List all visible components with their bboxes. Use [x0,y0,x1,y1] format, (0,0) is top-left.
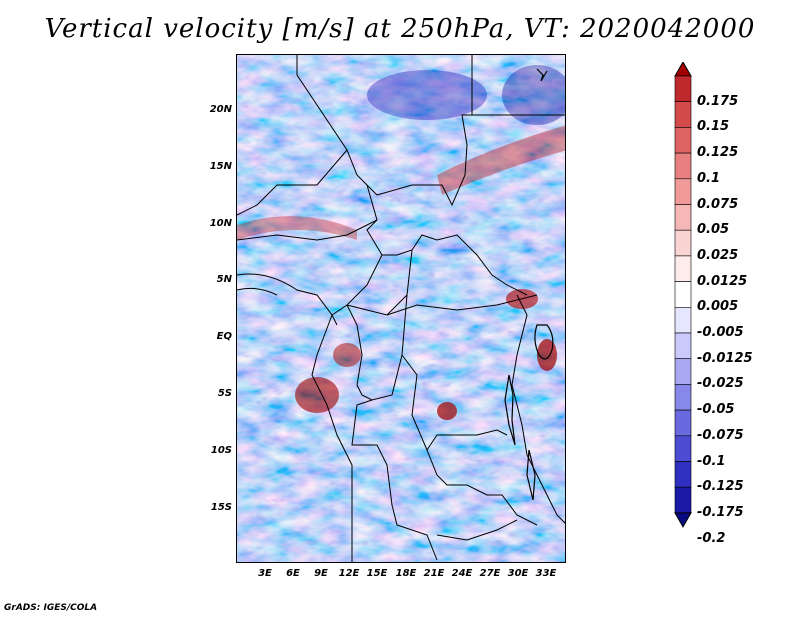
lake-malawi [526,449,536,501]
colorbar-segment [674,307,692,334]
longitude-label: 6E [286,568,300,579]
longitude-label: 15E [366,568,388,579]
colorbar-segment [674,204,692,231]
colorbar-bottom-arrow [674,512,692,528]
longitude-label: 3E [258,568,272,579]
longitude-label: 33E [535,568,557,579]
colorbar-top-arrow [674,62,692,77]
latitude-label: 20N [209,104,232,115]
colorbar-segment [674,75,692,103]
colorbar-label: 0.125 [697,145,739,161]
colorbar-segment [674,255,692,282]
colorbar-segment [674,461,692,488]
colorbar-segment [674,384,692,411]
longitude-label: 27E [479,568,501,579]
colorbar-segment [674,101,692,128]
latitude-label: 10N [209,218,232,229]
latitude-label: 15N [209,161,232,172]
colorbar-label: -0.1 [697,453,726,469]
ascent-cell [295,377,339,413]
colorbar-label: -0.05 [697,402,735,418]
velocity-texture [237,55,565,562]
latitude-label: 10S [210,445,232,456]
colorbar-segment [674,332,692,360]
colorbar-label: 0.175 [697,93,739,109]
colorbar-label: 0.15 [697,119,730,135]
ascent-band [237,216,357,240]
colorbar [674,62,692,528]
longitude-label: 21E [423,568,445,579]
longitude-label: 9E [314,568,328,579]
colorbar-label: -0.005 [697,325,744,340]
colorbar-segment [674,486,692,514]
latitude-label: 5N [216,274,232,285]
colorbar-label: -0.0125 [697,350,753,366]
ascent-cell [333,343,361,367]
lake-shore [536,68,548,82]
longitude-label: 30E [507,568,529,579]
country-borders [237,55,565,562]
colorbar-label: 0.005 [697,299,739,315]
colorbar-segment [674,409,692,437]
colorbar-label: 0.05 [697,222,730,238]
colorbar-label: -0.175 [697,504,744,520]
latitude-label: EQ [216,331,232,342]
map-title: Vertical velocity [m/s] at 250hPa, VT: 2… [44,14,756,44]
colorbar-segment [674,358,692,385]
grads-credit: GrADS: IGES/COLA [4,603,98,613]
colorbar-segment [674,127,692,154]
longitude-label: 18E [395,568,417,579]
colorbar-label: 0.0125 [697,273,748,289]
longitude-label: 24E [451,568,473,579]
ascent-cell [437,402,457,420]
longitude-label: 12E [338,568,360,579]
colorbar-segment [674,435,692,462]
colorbar-segment [674,178,692,205]
descent-area [502,65,565,125]
ascent-cell [537,339,557,371]
latitude-label: 5S [217,388,232,399]
colorbar-label: 0.1 [697,170,721,186]
colorbar-label: -0.2 [697,530,726,546]
velocity-field [237,55,565,562]
colorbar-label: 0.025 [697,247,739,263]
colorbar-label: -0.075 [697,427,744,443]
colorbar-segment [674,152,692,180]
colorbar-segment [674,281,692,308]
lakes [504,68,554,501]
latitude-label: 15S [210,502,232,513]
lake-victoria [534,324,554,360]
vertical-velocity-map [236,54,566,563]
colorbar-label: -0.025 [697,376,744,392]
colorbar-segment [674,229,692,257]
descent-area [367,70,487,120]
colorbar-label: 0.075 [697,196,739,212]
colorbar-label: -0.125 [697,479,744,495]
ascent-band [437,125,565,195]
lake-tanganyika [504,374,516,446]
